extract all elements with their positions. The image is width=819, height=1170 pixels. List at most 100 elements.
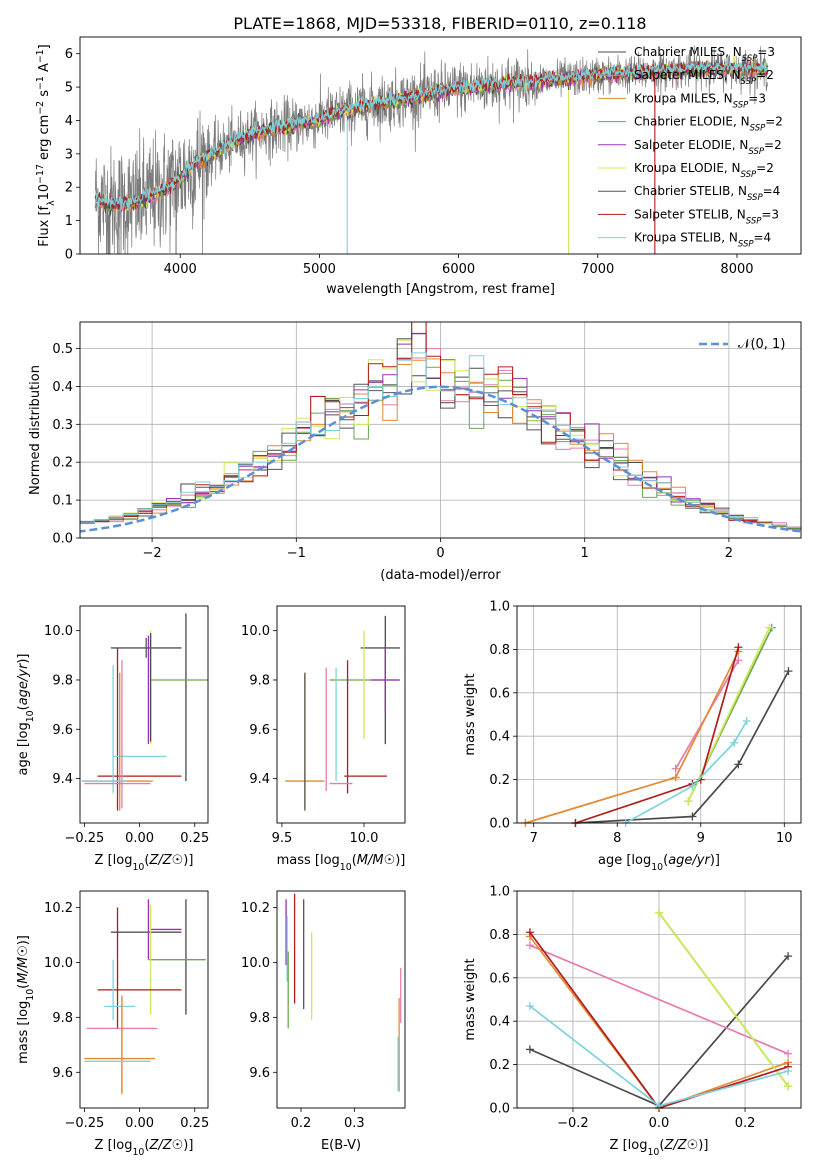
label-part: Flux [f	[37, 205, 52, 246]
y-tick-label: 9.8	[52, 1011, 73, 1026]
label-part: age [log	[16, 722, 31, 775]
mass_vs_Z-plot-area	[84, 899, 206, 1095]
age_vs_Z-x-label: Z [log10(Z/Z☉)]	[95, 853, 194, 873]
legend-label: Salpeter ELODIE, NSSP=2	[634, 138, 782, 157]
legend-label: Salpeter MILES, NSSP=2	[634, 68, 774, 87]
y-tick-label: 0.4	[489, 730, 510, 745]
weight_vs_Z-axes: −0.2 0.0 0.2 0.0 0.2 0.4 0.6 0.8 1.0 Z [log10(Z/Z…	[463, 885, 801, 1158]
legend-text: Kroupa STELIB, N	[634, 231, 738, 245]
x-tick-label: 9	[697, 831, 705, 846]
x-tick-label: 5000	[303, 262, 336, 277]
residual-x-label: (data-model)/error	[380, 568, 501, 583]
label-part: )]	[183, 853, 193, 868]
spectrum-y-label: Flux [fλ10−17 erg cm−2 s−1 A−1]	[35, 44, 57, 246]
y-tick-label: 1	[65, 214, 73, 229]
residuals-axes: −2 −1 0 1 2 0.0 0.1 0.2 0.3 0.4 0.5 (data-model)/er…	[28, 322, 801, 583]
label-part: 10	[37, 184, 52, 201]
spectrum-plot-area	[94, 45, 769, 254]
x-tick-label: −2	[143, 546, 162, 561]
legend-label: Chabrier ELODIE, NSSP=2	[634, 115, 783, 134]
y-tick-label: 0.4	[52, 380, 73, 395]
y-tick-label: 2	[65, 181, 73, 196]
label-part: Z [log	[95, 853, 133, 868]
label-part: A	[37, 63, 52, 76]
mass_vs_Z-y-label: mass [log10(M/M☉)]	[16, 935, 36, 1064]
y-tick-label: 9.8	[52, 673, 73, 688]
age_vs_mass-axes: 9.5 10.0 9.4 9.6 9.8 10.0 mass [log10(M/M☉)]	[241, 615, 406, 873]
weight-marker	[525, 928, 534, 937]
weight_vs_Z-axes-frame	[516, 890, 802, 1109]
age_vs_Z-y-label: age [log10(age/yr)]	[16, 653, 36, 775]
x-tick-label: 0.25	[180, 831, 209, 846]
weight-marker	[688, 782, 697, 791]
weight-series-line	[575, 646, 740, 824]
x-tick-label: −1	[287, 546, 306, 561]
x-tick-label: 0.0	[649, 1116, 670, 1131]
weight-series-line	[625, 720, 748, 824]
label-part: M/M☉	[357, 853, 395, 868]
y-tick-label: 5	[65, 81, 73, 96]
label-part: (	[144, 1138, 149, 1153]
weight-series-line	[687, 627, 771, 802]
weight_vs_age-y-label: mass weight	[463, 673, 478, 755]
age_vs_mass-plot-area	[285, 615, 401, 811]
label-part: E(B-V)	[321, 1138, 361, 1153]
legend-subscript: SSP	[733, 100, 749, 110]
label-part: )]	[16, 935, 31, 945]
mass_vs_Z-x-label: Z [log10(Z/Z☉)]	[95, 1138, 194, 1158]
y-tick-label: 10.0	[241, 956, 270, 971]
weight_vs_age-x-label: age [log10(age/yr)]	[598, 853, 720, 873]
label-part: (	[663, 853, 668, 868]
label-part: −1	[35, 76, 46, 90]
label-part: (	[16, 705, 31, 710]
y-tick-label: 0.4	[489, 1015, 510, 1030]
age_vs_mass-x-label: mass [log10(M/M☉)]	[277, 853, 406, 873]
y-tick-label: 1.0	[489, 885, 510, 900]
weight-series-line	[658, 912, 789, 1087]
label-part: )]	[183, 1138, 193, 1153]
weight_vs_Z-y-label: mass weight	[463, 958, 478, 1040]
weight-series-line	[525, 651, 740, 824]
y-tick-label: 0.8	[489, 643, 510, 658]
mass_vs_EBV-plot-area	[285, 893, 402, 1092]
spectrum-x-label: wavelength [Angstrom, rest frame]	[326, 282, 555, 297]
x-tick-label: −0.2	[557, 1116, 589, 1131]
y-tick-label: 9.4	[249, 772, 270, 787]
weight-marker	[742, 717, 751, 726]
label-part: 10	[132, 1147, 144, 1158]
y-tick-label: 9.6	[52, 723, 73, 738]
legend-count: =3	[748, 91, 766, 105]
legend-text: Kroupa ELODIE, N	[634, 161, 741, 175]
spectrum-model-line	[94, 59, 769, 211]
label-part: 10	[651, 862, 663, 873]
weight-marker	[525, 1045, 534, 1054]
y-tick-label: 9.8	[249, 1011, 270, 1026]
x-tick-label: 0.25	[180, 1116, 209, 1131]
weight-marker	[655, 1101, 663, 1110]
legend-subscript: SSP	[748, 147, 764, 157]
y-tick-label: 10.0	[241, 624, 270, 639]
age_vs_Z-axes-frame	[79, 605, 209, 824]
weight-marker	[734, 656, 743, 665]
legend-normal-label: 𝒩(0, 1)	[738, 337, 785, 352]
y-tick-label: 0.3	[52, 418, 73, 433]
x-tick-label: 8000	[720, 262, 753, 277]
label-part: s	[37, 90, 52, 101]
legend-text: Kroupa MILES, N	[634, 91, 733, 105]
label-part: (	[659, 1138, 664, 1153]
weight-marker	[730, 738, 739, 747]
y-tick-label: 9.6	[249, 723, 270, 738]
normal-curve	[80, 385, 801, 533]
legend-subscript: SSP	[746, 216, 762, 226]
label-part: 10	[132, 862, 144, 873]
label-part: )]	[698, 1138, 708, 1153]
legend-count: =2	[756, 68, 774, 82]
x-tick-label: 7000	[581, 262, 614, 277]
label-part: )]	[710, 853, 720, 868]
label-part: λ	[46, 200, 57, 206]
legend-subscript: SSP	[750, 124, 766, 134]
weight-marker	[784, 1049, 793, 1058]
y-tick-label: 0.1	[52, 494, 73, 509]
y-tick-label: 0.8	[489, 928, 510, 943]
